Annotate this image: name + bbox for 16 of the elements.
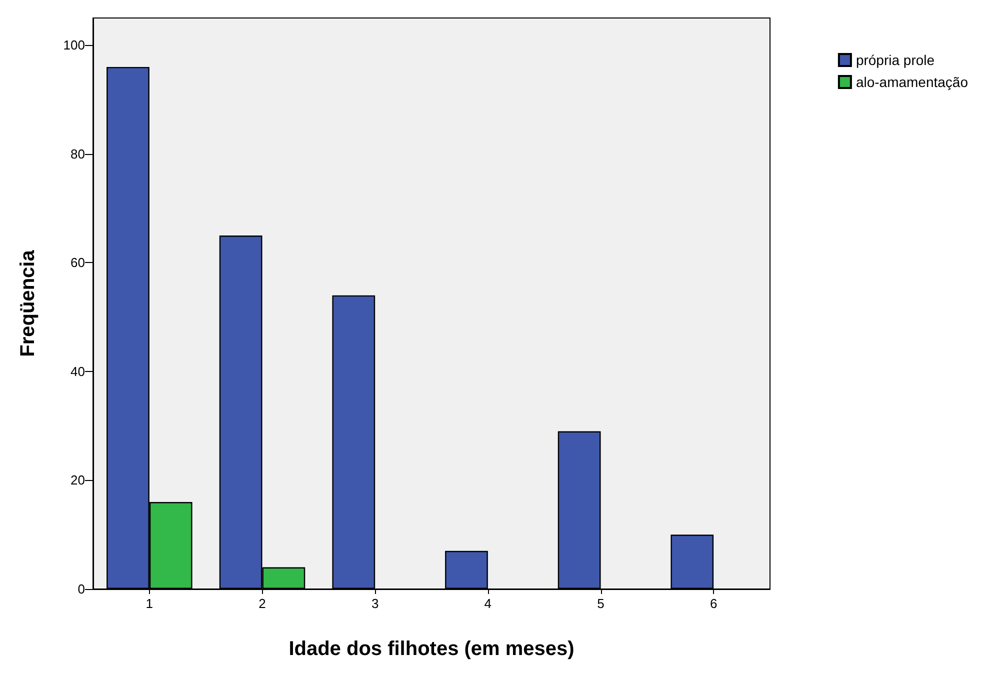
x-axis-title: Idade dos filhotes (em meses): [288, 638, 574, 660]
y-tick-label: 80: [70, 146, 85, 162]
x-tick-label: 4: [484, 596, 492, 611]
x-tick-label: 2: [258, 596, 266, 611]
y-tick-label: 20: [70, 472, 85, 488]
y-axis-title: Freqüencia: [17, 249, 39, 357]
x-tick-label: 6: [710, 596, 718, 611]
x-tick-label: 5: [597, 596, 604, 611]
x-tick-label: 1: [146, 596, 154, 611]
y-tick-label: 0: [78, 582, 85, 596]
y-tick-label: 40: [70, 364, 85, 379]
x-tick-label: 3: [371, 596, 379, 611]
y-tick-label: 60: [70, 255, 85, 270]
legend-label: própria prole: [856, 52, 935, 68]
legend-label: alo-amamentação: [856, 74, 968, 90]
y-tick-label: 100: [63, 38, 85, 53]
